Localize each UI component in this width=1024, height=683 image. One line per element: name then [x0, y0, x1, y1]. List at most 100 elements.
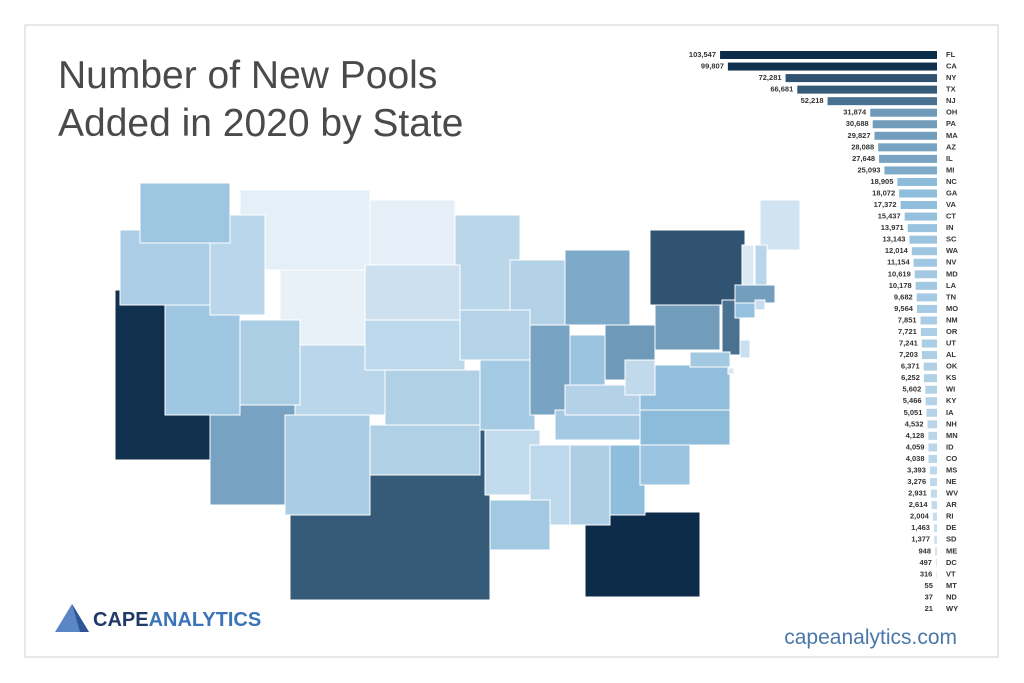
state — [754, 244, 768, 286]
category-label: IN — [946, 223, 954, 232]
bar — [897, 177, 937, 186]
value-label: 37 — [925, 592, 933, 601]
category-label: WY — [946, 604, 958, 613]
bar — [920, 328, 937, 336]
logo-icon — [72, 604, 89, 632]
bar — [925, 385, 937, 394]
bar — [925, 397, 937, 406]
state — [741, 244, 755, 286]
bar — [916, 293, 937, 302]
value-label: 5,466 — [903, 396, 922, 405]
category-label: GA — [946, 188, 958, 197]
bar — [921, 351, 937, 360]
value-label: 15,437 — [878, 212, 901, 221]
bar — [916, 304, 937, 313]
value-label: 30,688 — [846, 119, 869, 128]
category-label: MA — [946, 131, 958, 140]
bar — [923, 362, 937, 371]
category-label: LA — [946, 281, 957, 290]
category-label: FL — [946, 50, 956, 59]
state — [734, 302, 756, 319]
bar — [720, 51, 937, 59]
value-label: 6,252 — [901, 373, 920, 382]
bars: 103,547 FL 99,807 CA 72,281 NY 66,681 TX 52,218 N… — [689, 50, 959, 613]
bar — [827, 97, 937, 106]
category-label: SD — [946, 535, 957, 544]
state — [564, 249, 631, 326]
category-label: NM — [946, 315, 958, 324]
value-label: 72,281 — [759, 73, 782, 82]
bar — [899, 189, 937, 198]
category-label: SC — [946, 235, 957, 244]
value-label: 29,827 — [848, 131, 871, 140]
bar — [934, 535, 937, 544]
value-label: 3,393 — [907, 465, 926, 474]
category-label: AL — [946, 350, 956, 359]
category-label: MI — [946, 165, 954, 174]
value-label: 4,038 — [906, 454, 925, 463]
category-label: CT — [946, 212, 956, 221]
bar — [909, 235, 937, 244]
bar — [935, 558, 937, 567]
value-label: 52,218 — [801, 96, 824, 105]
value-label: 99,807 — [701, 62, 724, 71]
category-label: VT — [946, 569, 956, 578]
bar — [935, 547, 937, 556]
bar — [911, 247, 937, 256]
bar — [931, 501, 937, 510]
category-label: DC — [946, 558, 957, 567]
bar — [928, 443, 937, 452]
value-label: 21 — [925, 604, 933, 613]
value-label: 4,059 — [906, 442, 925, 451]
bar — [727, 62, 937, 71]
value-label: 10,178 — [889, 281, 912, 290]
value-label: 13,971 — [881, 223, 904, 232]
category-label: IA — [946, 408, 954, 417]
state — [369, 424, 481, 476]
bar — [874, 131, 937, 140]
value-label: 7,241 — [899, 339, 918, 348]
bar — [933, 524, 937, 533]
category-label: ND — [946, 592, 957, 601]
state — [529, 324, 571, 416]
value-label: 10,619 — [888, 269, 911, 278]
category-label: MO — [946, 304, 958, 313]
state — [649, 229, 746, 306]
category-label: OR — [946, 327, 958, 336]
state — [164, 304, 241, 416]
bar — [921, 339, 937, 348]
bar — [884, 166, 937, 175]
state — [639, 409, 731, 446]
logo-second: ANALYTICS — [149, 609, 262, 631]
value-label: 4,128 — [906, 431, 925, 440]
state — [624, 359, 656, 396]
bar — [904, 212, 937, 221]
bar — [928, 431, 937, 440]
bar — [878, 143, 937, 152]
category-label: NH — [946, 419, 957, 428]
bar — [872, 120, 937, 129]
value-label: 17,372 — [874, 200, 897, 209]
category-label: WV — [946, 489, 958, 498]
value-label: 31,874 — [843, 108, 867, 117]
bar — [932, 512, 937, 521]
category-label: AZ — [946, 142, 956, 151]
category-label: NV — [946, 258, 956, 267]
value-label: 9,682 — [894, 292, 913, 301]
value-label: 1,377 — [911, 535, 930, 544]
category-label: MN — [946, 431, 958, 440]
category-label: VA — [946, 200, 956, 209]
value-label: 7,721 — [898, 327, 917, 336]
bar — [926, 408, 937, 417]
value-label: 3,276 — [907, 477, 926, 486]
state — [364, 264, 461, 321]
value-label: 1,463 — [911, 523, 930, 532]
state — [369, 199, 456, 266]
bar — [870, 108, 937, 117]
category-label: TN — [946, 292, 956, 301]
category-label: ID — [946, 442, 954, 451]
logo-first: CAPE — [93, 609, 149, 631]
bar — [923, 374, 937, 383]
